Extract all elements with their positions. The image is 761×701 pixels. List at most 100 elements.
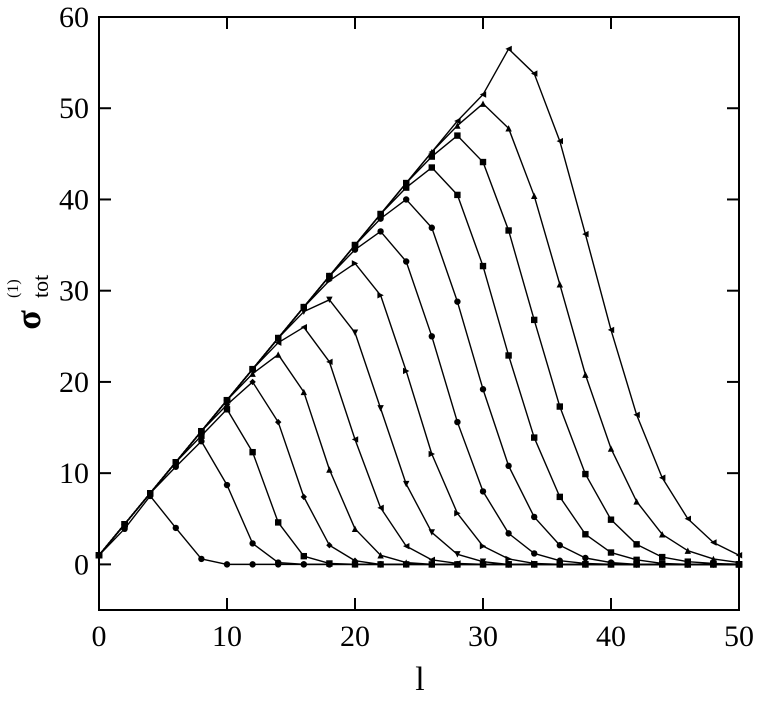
point [147,490,154,497]
point [351,329,359,336]
point [377,210,384,218]
point [403,258,410,265]
point [479,386,487,393]
y-tick-label: 50 [59,92,89,125]
point [607,559,615,566]
series-line [98,166,739,566]
point [223,396,231,404]
point [198,432,205,439]
point [556,493,563,501]
point [479,542,487,550]
point [479,91,487,98]
point [275,519,282,526]
point [172,524,179,532]
point [351,260,359,267]
point [326,296,333,304]
point [659,474,666,481]
point [95,552,103,559]
y-tick-label: 20 [59,366,89,399]
point [428,164,435,171]
point [275,559,282,566]
point [377,504,384,512]
point [479,100,487,107]
point [633,411,640,418]
series-line [98,262,739,566]
plot-frame [98,16,740,611]
point [633,556,640,564]
point [479,488,487,495]
point [454,191,461,199]
point [505,462,512,470]
point [659,531,666,538]
point [735,552,743,559]
point [377,292,384,299]
point [556,403,563,410]
point [454,510,461,517]
point [249,448,256,456]
point [377,561,384,568]
point [403,179,410,187]
point [582,560,589,567]
point [351,436,359,443]
point [428,153,435,160]
point [198,555,205,563]
point [403,559,410,566]
point [710,560,717,567]
point [403,480,410,488]
point [607,516,615,523]
point [582,230,589,238]
point [351,241,359,249]
point [428,224,435,231]
point [633,541,640,548]
point [556,557,563,564]
point [633,498,640,505]
point [223,401,231,408]
point [249,378,256,386]
point [505,227,512,234]
series-line [98,326,739,566]
point [275,418,282,426]
point [428,450,435,458]
point [505,561,512,568]
point [428,148,435,156]
series-line [98,134,740,566]
point [582,531,589,538]
point [428,556,435,564]
point [531,550,538,557]
point [326,560,333,567]
y-tick-label: 40 [59,183,89,216]
point [223,481,231,489]
y-tick-label: 10 [59,457,89,490]
point [582,470,589,478]
point [607,549,615,556]
point [556,137,563,145]
point [454,560,461,567]
point [607,445,615,452]
point [300,388,307,396]
point [172,459,179,466]
point [223,561,231,568]
point [479,262,487,270]
series-line [98,495,739,566]
point [428,561,435,568]
point [454,298,461,305]
point [479,158,487,166]
point [403,184,410,191]
point [454,551,461,558]
point [505,555,512,563]
point [479,558,487,565]
point [531,192,538,200]
point [531,316,538,324]
point [684,515,691,522]
point [249,540,256,547]
x-tick-label: 30 [468,620,498,653]
point [710,555,717,563]
point [198,438,205,445]
x-tick-label: 40 [596,620,626,653]
point [505,45,512,53]
point [351,561,359,568]
series-line [98,48,740,556]
point [659,560,666,567]
point [377,552,384,559]
